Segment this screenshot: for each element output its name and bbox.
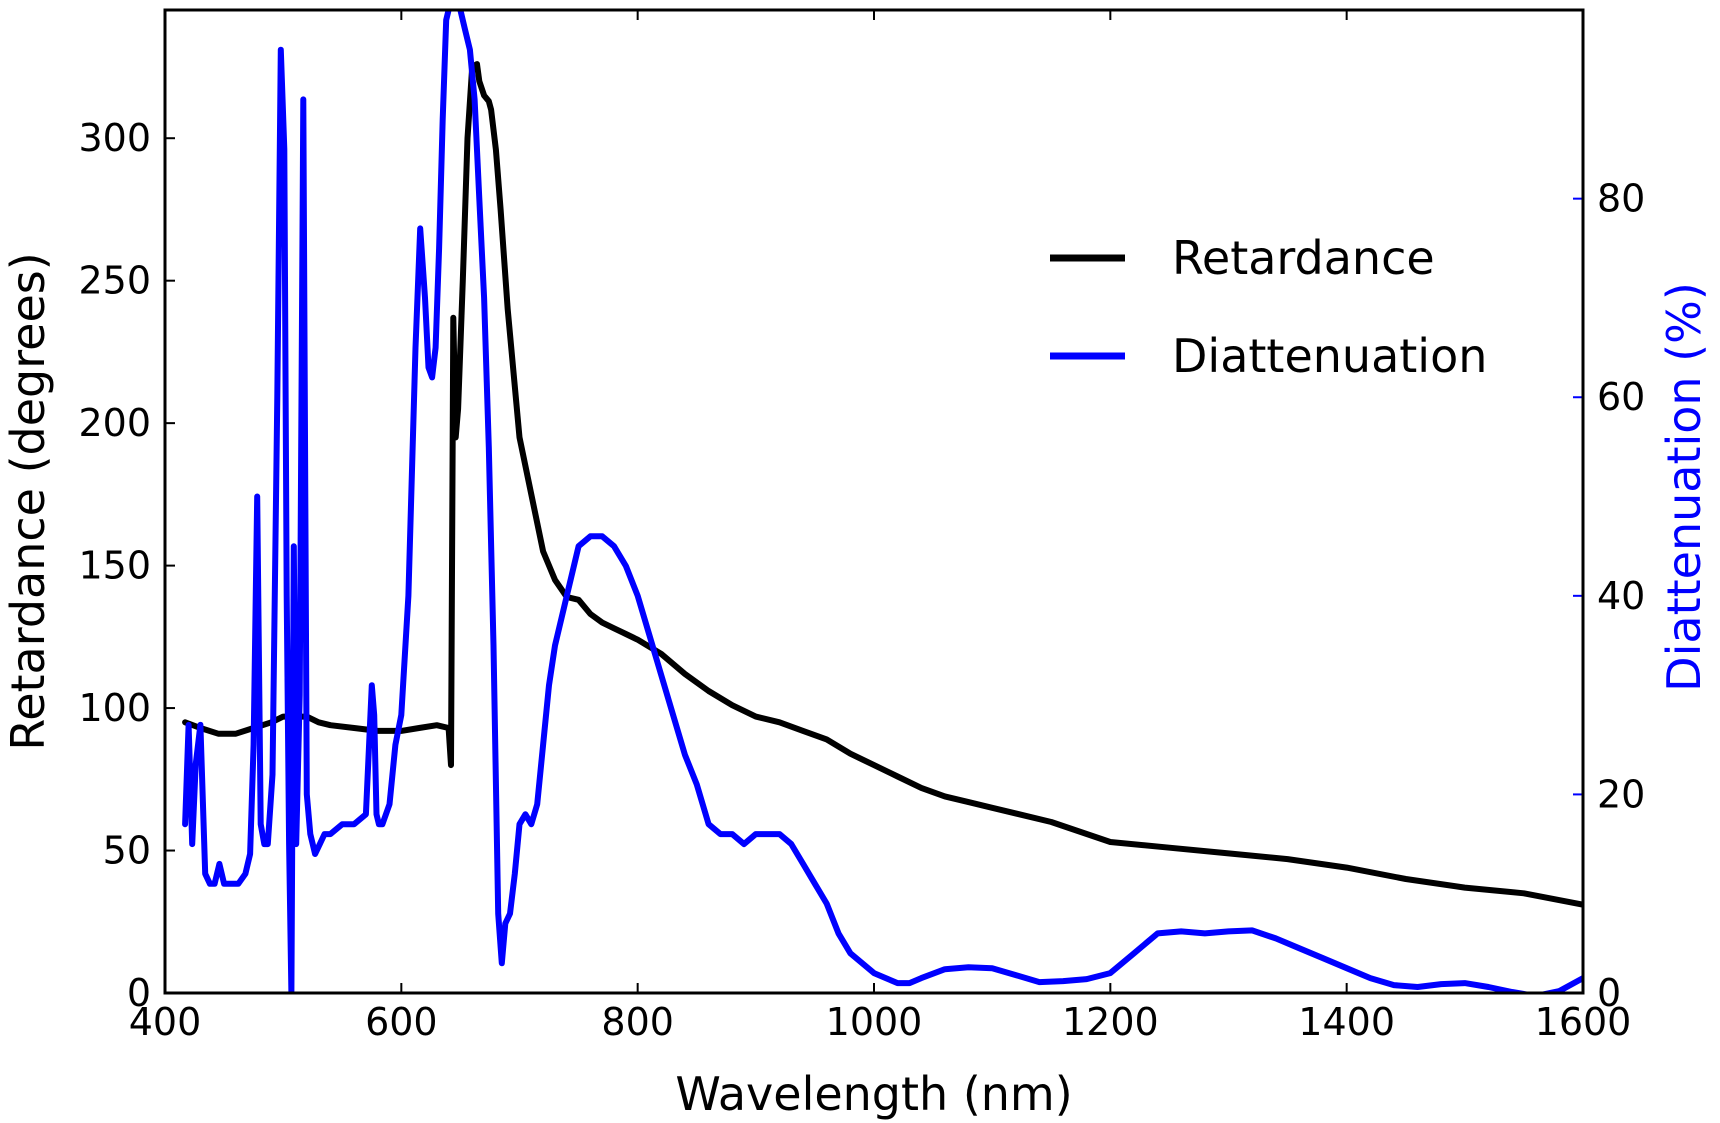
right-y-tick-label: 20 bbox=[1597, 772, 1645, 816]
left-y-tick-label: 0 bbox=[127, 971, 151, 1015]
x-tick-label: 800 bbox=[601, 1000, 674, 1044]
x-tick-label: 1400 bbox=[1298, 1000, 1395, 1044]
plot-area bbox=[182, 10, 1583, 993]
right-y-tick-label: 60 bbox=[1597, 375, 1645, 419]
x-tick-label: 1000 bbox=[826, 1000, 923, 1044]
left-y-tick-label: 200 bbox=[78, 401, 151, 445]
series-line-retardance bbox=[182, 61, 1583, 908]
x-tick-label: 400 bbox=[129, 1000, 202, 1044]
left-y-tick-label: 300 bbox=[78, 116, 151, 160]
x-axis-title: Wavelength (nm) bbox=[675, 1067, 1072, 1121]
legend-label-retardance: Retardance bbox=[1172, 231, 1435, 285]
right-y-tick-label: 80 bbox=[1597, 177, 1645, 221]
x-tick-label: 1200 bbox=[1062, 1000, 1159, 1044]
left-y-tick-label: 100 bbox=[78, 686, 151, 730]
axis-ticks: 400 600 800 1000 1200 1400 1600050100150200250… bbox=[78, 10, 1645, 1044]
left-y-tick-label: 50 bbox=[103, 829, 151, 873]
x-tick-label: 1600 bbox=[1535, 1000, 1632, 1044]
left-y-axis-title: Retardance (degrees) bbox=[1, 252, 55, 750]
x-tick-label: 600 bbox=[365, 1000, 438, 1044]
right-y-axis-title: Diattenuation (%) bbox=[1657, 282, 1711, 692]
left-y-tick-label: 150 bbox=[78, 544, 151, 588]
right-y-tick-label: 0 bbox=[1597, 971, 1621, 1015]
left-y-tick-label: 250 bbox=[78, 259, 151, 303]
right-y-tick-label: 40 bbox=[1597, 574, 1645, 618]
legend-label-diattenuation: Diattenuation bbox=[1172, 329, 1487, 383]
legend: Retardance Diattenuation bbox=[1050, 231, 1487, 383]
series-line-diattenuation bbox=[182, 10, 1583, 993]
plot-frame bbox=[163, 8, 1585, 995]
